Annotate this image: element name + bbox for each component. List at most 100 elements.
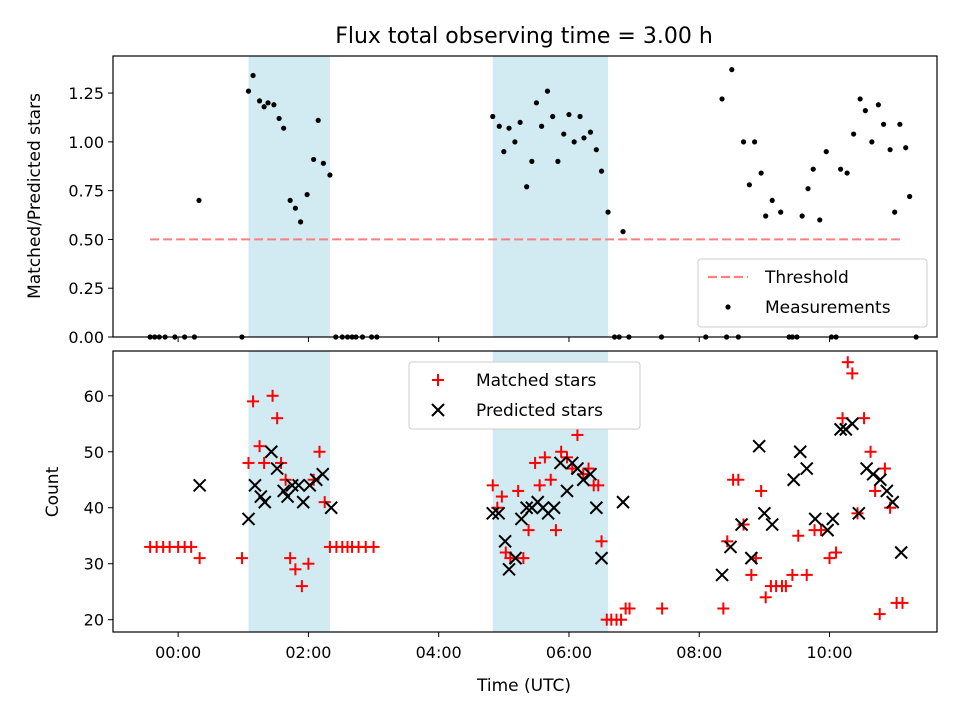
matched-star-point (295, 580, 308, 593)
predicted-star-point (316, 467, 330, 481)
measurements-legend-swatch (725, 304, 731, 310)
predicted-star-point (852, 506, 866, 521)
predicted-star-point (786, 473, 801, 487)
matched-star-point (258, 456, 271, 469)
measurement-point (271, 102, 277, 108)
bottom-y-tick-label: 30 (84, 555, 104, 574)
predicted-star-point (793, 445, 807, 459)
predicted-star-point (192, 478, 207, 493)
matched-star-point (846, 367, 859, 380)
top-y-tick-label: 0.50 (68, 230, 104, 249)
measurement-point (539, 123, 545, 129)
measurements-legend-label: Measurements (765, 298, 891, 318)
measurement-point (817, 217, 823, 223)
x-tick-label: 02:00 (285, 643, 331, 662)
predicted-star-point (616, 495, 630, 509)
predicted-star-point (589, 501, 604, 515)
measurement-point (729, 67, 735, 73)
predicted-star-point (486, 506, 500, 521)
measurement-point (892, 209, 898, 215)
predicted-star-point (276, 484, 291, 498)
bottom-panel: 00:00 02:00 04:00 06:00 08:00 10:00 20 30 40 50 6… (43, 350, 938, 696)
bottom-y-tick-label: 50 (84, 443, 104, 462)
matched-legend-swatch (432, 374, 444, 386)
matched-star-point (253, 440, 266, 453)
predicted-star-point (270, 461, 284, 476)
measurement-point (297, 219, 304, 225)
matched-star-point (595, 535, 608, 548)
predicted-star-point (752, 439, 766, 453)
matched-star-point (873, 608, 886, 621)
measurement-point (769, 197, 775, 204)
matched-star-point (786, 568, 799, 581)
predicted-star-point (744, 551, 759, 565)
measurement-point (265, 100, 271, 106)
predicted-star-point (498, 534, 512, 549)
predicted-star-point (491, 506, 506, 521)
measurement-point (810, 166, 816, 172)
measurement-point (598, 168, 605, 174)
top-panel: 0.00 0.25 0.50 0.75 1.00 1.25 Matched/Predict… (25, 55, 938, 347)
measurement-point (587, 129, 594, 135)
measurement-point (544, 88, 551, 94)
measurement-point (907, 193, 913, 200)
measurement-point (620, 229, 626, 235)
measurement-point (571, 139, 577, 145)
matched-star-point (302, 557, 315, 570)
matched-star-point (737, 518, 750, 531)
measurement-point (533, 100, 539, 106)
top-shaded-span-1 (492, 56, 609, 337)
predicted-star-point (254, 489, 268, 504)
predicted-star-point (715, 568, 729, 582)
predicted-star-point (845, 417, 860, 431)
predicted-star-point (583, 467, 598, 481)
measurement-point (752, 139, 758, 145)
measurement-point (287, 197, 293, 204)
predicted-star-point (866, 467, 880, 481)
matched-star-point (235, 552, 248, 565)
measurement-point (315, 117, 321, 123)
matched-star-point (517, 552, 530, 565)
predicted-star-point (291, 478, 306, 493)
measurement-point (851, 131, 857, 137)
measurement-point (823, 149, 829, 155)
top-panel-ylabel: Matched/Predicted stars (25, 93, 45, 299)
measurement-point (529, 158, 535, 164)
measurement-point (524, 184, 530, 190)
predicted-star-point (514, 512, 529, 526)
matched-star-point (779, 580, 792, 593)
x-tick-label: 04:00 (416, 643, 462, 662)
matched-star-point (858, 412, 871, 425)
bottom-panel-frame (112, 350, 938, 633)
predicted-star-point (502, 562, 516, 577)
measurement-point (311, 156, 317, 163)
measurement-point (740, 139, 747, 145)
predicted-star-point (885, 495, 900, 509)
measurement-point (875, 102, 881, 108)
measurement-point (746, 182, 753, 188)
matched-star-point (745, 568, 758, 581)
measurement-point (869, 139, 875, 145)
predicted-star-point (757, 506, 772, 521)
chart-title: Flux total observing time = 3.00 h (335, 24, 713, 49)
predicted-legend-swatch (431, 403, 445, 417)
matched-star-point (571, 428, 584, 441)
matched-star-point (275, 456, 288, 469)
matched-star-point (656, 602, 669, 615)
predicted-star-point (833, 422, 848, 437)
predicted-star-point (241, 512, 256, 526)
measurement-point (550, 113, 556, 120)
measurement-point (501, 149, 507, 155)
matched-star-point (592, 479, 605, 492)
x-axis-label: Time (UTC) (476, 676, 571, 696)
measurement-point (304, 191, 310, 198)
matched-star-point (495, 490, 508, 503)
matched-star-point (544, 473, 557, 486)
matched-star-point (522, 524, 535, 537)
bottom-shaded-span-0 (248, 351, 330, 632)
measurement-point (805, 186, 811, 192)
matched-star-point (615, 613, 628, 626)
top-y-tick-label: 0.25 (68, 279, 104, 298)
matched-star-point (529, 456, 542, 469)
predicted-star-point (873, 473, 888, 487)
